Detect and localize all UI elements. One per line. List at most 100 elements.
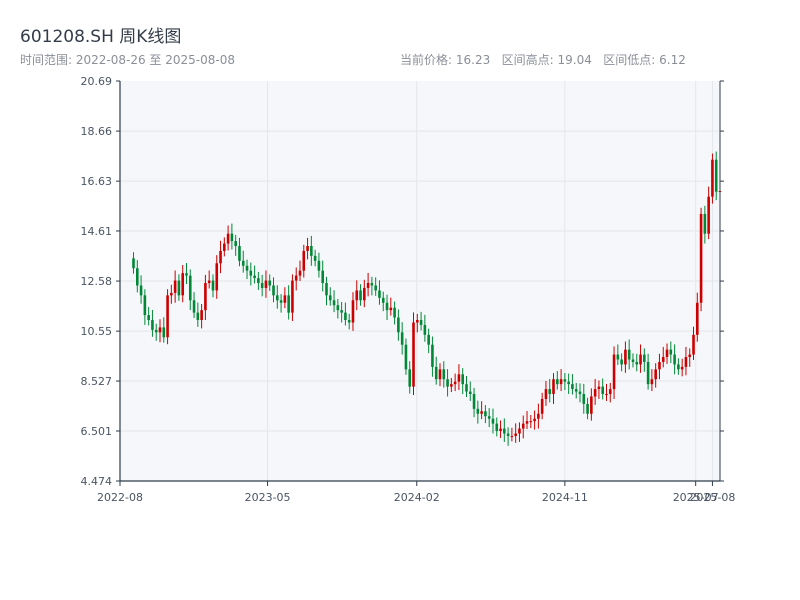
candle-body [400,332,404,345]
candle-body [457,374,461,382]
candle-body [707,196,710,234]
candle-body [453,381,457,385]
date-range-text: 时间范围: 2022-08-26 至 2025-08-08 [20,53,235,67]
candle-body [593,389,597,397]
candle-body [223,243,226,251]
candle-body [245,265,249,271]
candle-body [578,391,582,395]
y-tick-label: 12.58 [81,275,113,288]
candle-body [204,283,207,311]
candle-body [540,398,544,414]
candle-body [173,280,177,293]
candle-body [624,349,627,365]
candle-body [484,411,487,417]
candle-body [567,381,570,385]
candle-body [450,384,453,387]
candle-body [135,268,139,286]
candle-body [181,273,185,296]
candle-body [238,246,241,261]
candle-body [275,295,279,301]
candle-body [310,246,313,256]
candle-body [548,389,552,395]
candle-body [419,320,423,325]
candle-body [518,428,521,434]
candle-body [503,428,506,434]
candle-body [537,413,540,419]
y-tick-label: 14.61 [81,225,113,238]
candle-body [389,307,393,311]
candles [132,151,722,446]
x-tick-label: 2025-07 [673,491,719,504]
candle-body [669,349,673,355]
candle-body [370,283,374,286]
candle-body [563,379,567,382]
candle-body [590,396,593,414]
y-tick-label: 4.474 [81,475,113,488]
candle-body [555,379,559,385]
x-axis-ticks: 2022-08 2023-05 2024-02 2024-11 2025-072025-… [97,481,735,504]
candle-body [154,329,158,333]
candle-body [438,369,442,380]
candle-body [446,379,449,387]
candle-body [703,213,707,234]
candle-body [714,159,718,192]
candle-body [283,295,287,303]
candle-body [313,255,317,261]
candle-body [336,305,340,311]
candle-body [658,361,661,370]
candle-body [374,285,377,291]
candle-body [188,275,192,301]
candle-body [631,359,635,362]
x-tick-label: 2024-11 [542,491,588,504]
candle-body [257,278,260,284]
candle-body [264,280,268,288]
candle-body [487,416,491,419]
x-tick-label: 2025-08 [689,491,735,504]
candle-body [219,250,222,264]
candle-body [677,364,680,370]
candle-body [363,287,366,301]
candle-body [499,428,502,432]
y-tick-label: 6.501 [81,425,113,438]
candle-body [328,295,332,301]
candle-body [408,369,412,387]
candle-body [529,421,533,423]
candle-body [177,280,181,296]
candle-body [643,354,646,362]
candle-body [147,315,150,321]
candle-body [699,213,703,303]
candle-body [608,389,612,395]
candle-body [601,386,605,395]
candle-body [442,369,446,380]
candle-body [226,233,230,244]
candle-body [253,275,256,279]
candle-body [533,418,536,422]
candle-body [397,317,400,333]
candle-body [472,394,476,409]
candle-body [268,280,272,286]
candle-body [344,312,347,321]
candle-body [654,369,657,380]
candle-body [688,354,692,358]
y-tick-label: 20.69 [81,75,113,88]
candle-body [325,283,328,296]
candle-body [378,290,381,298]
candle-body [661,357,665,362]
candle-body [298,270,302,276]
candle-body [249,270,253,276]
y-tick-label: 18.66 [81,125,113,138]
candle-body [525,421,529,424]
candle-body [192,300,196,313]
candle-body [230,233,234,242]
y-tick-label: 16.63 [81,175,113,188]
candle-body [158,327,162,333]
candle-body [476,408,480,414]
candle-body [586,403,589,414]
candle-body [616,354,620,360]
candle-body [355,290,359,301]
candle-body [332,300,336,306]
candle-body [480,411,483,414]
candle-body [385,302,389,311]
candle-body [321,270,325,284]
candle-body [434,366,438,380]
